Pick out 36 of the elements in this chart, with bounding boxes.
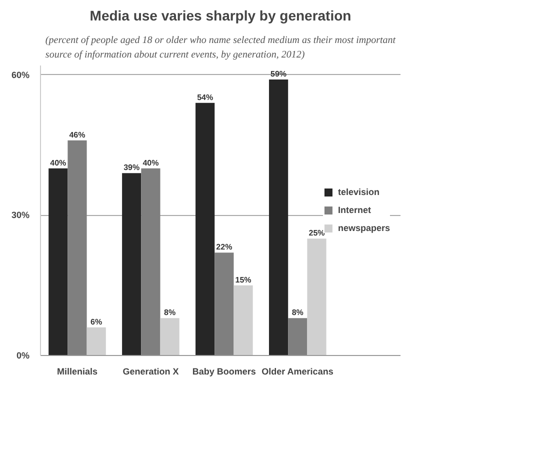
- data-label: 54%: [197, 92, 214, 102]
- chart-title: Media use varies sharply by generation: [90, 8, 352, 24]
- data-label: 22%: [216, 242, 232, 252]
- bar: [48, 168, 68, 356]
- x-tick-label: Older Americans: [262, 366, 334, 376]
- bar: [86, 327, 106, 356]
- bar: [160, 318, 180, 356]
- data-label: 39%: [124, 163, 140, 172]
- y-tick-label: 0%: [16, 350, 30, 360]
- data-label: 59%: [270, 70, 287, 79]
- legend-label: newspapers: [338, 223, 390, 233]
- bar: [196, 102, 215, 356]
- bar: [68, 140, 87, 356]
- data-label: 6%: [90, 317, 102, 326]
- y-tick-label: 30%: [11, 210, 30, 220]
- bar: [307, 238, 326, 356]
- x-tick-label: Millenials: [56, 366, 98, 376]
- data-label: 40%: [50, 158, 66, 168]
- bar: [141, 168, 160, 356]
- data-label: 40%: [142, 158, 159, 168]
- bar: [214, 252, 234, 356]
- legend-label: television: [338, 187, 380, 197]
- legend-label: Internet: [338, 205, 371, 215]
- x-tick-label: Baby Boomers: [192, 366, 256, 376]
- bar: [268, 80, 288, 356]
- bar: [234, 285, 253, 356]
- data-label: 15%: [235, 275, 252, 284]
- x-tick-label: Generation X: [122, 366, 179, 376]
- bar: [122, 173, 142, 356]
- chart-subtitle: (percent of people aged 18 or older who name selected medium as their most important source of information about current events, by generation, 2012): [45, 35, 396, 60]
- data-label: 8%: [164, 308, 176, 318]
- data-label: 25%: [308, 228, 325, 238]
- data-label: 8%: [292, 308, 304, 318]
- data-label: 46%: [69, 130, 86, 140]
- bar: [288, 318, 308, 356]
- y-tick-label: 60%: [11, 70, 30, 80]
